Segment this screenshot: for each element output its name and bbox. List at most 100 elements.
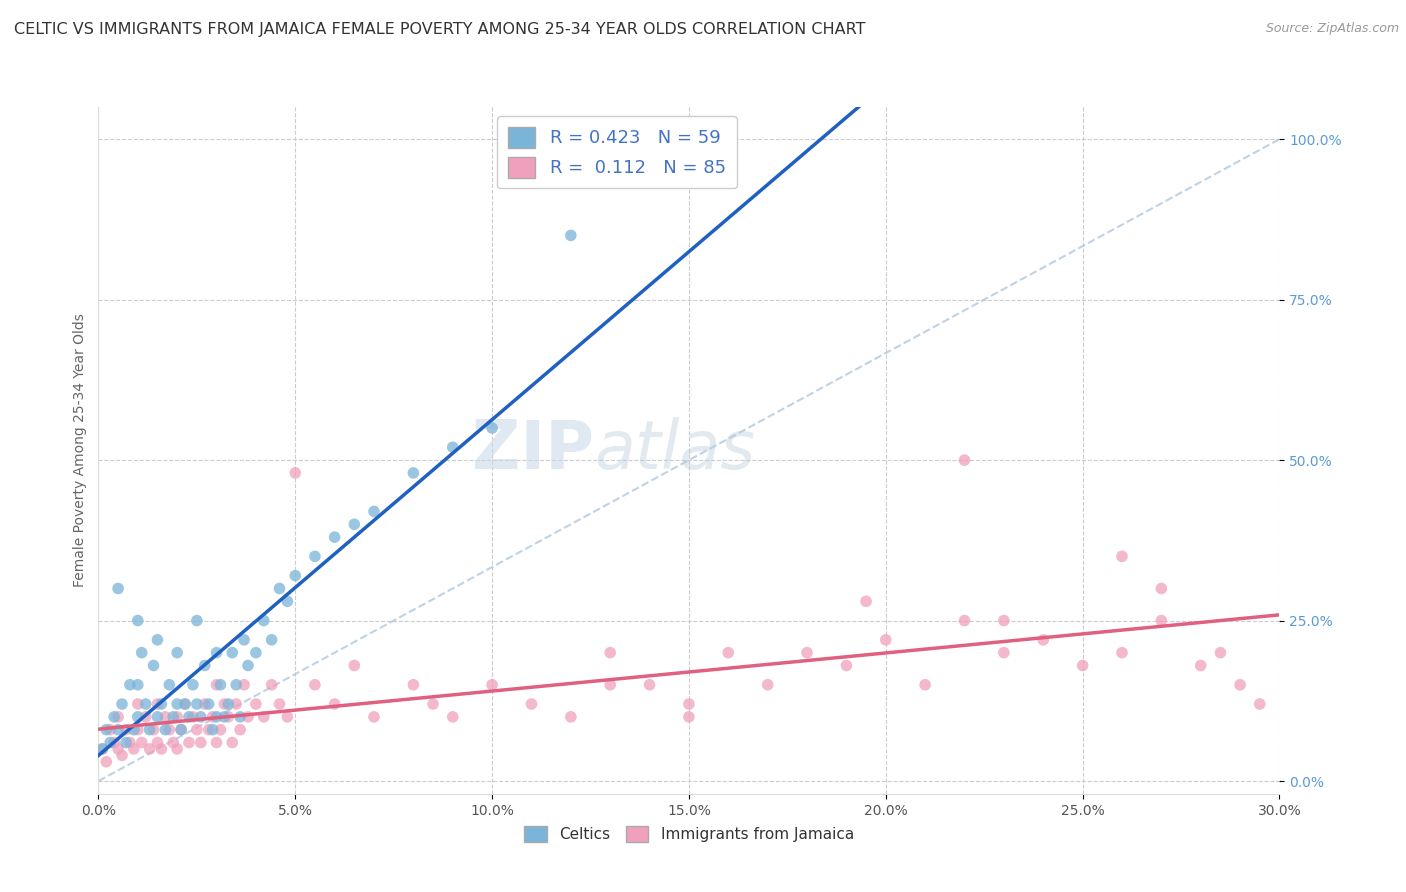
Point [91,742,114,756]
Point [221,735,243,749]
Point [1032,632,1054,647]
Point [1150,614,1173,628]
Point [1071,658,1094,673]
Point [599,678,621,692]
Point [441,710,464,724]
Point [162,710,184,724]
Point [217,697,239,711]
Point [481,678,503,692]
Point [197,697,219,711]
Point [236,710,259,724]
Point [190,735,212,749]
Point [194,697,217,711]
Point [209,723,232,737]
Point [260,632,283,647]
Point [217,710,239,724]
Point [190,710,212,724]
Point [363,504,385,518]
Point [131,646,153,660]
Point [229,723,252,737]
Point [343,658,366,673]
Point [1229,678,1251,692]
Point [284,568,307,582]
Point [177,710,200,724]
Point [1111,549,1133,564]
Point [146,697,169,711]
Point [717,646,740,660]
Text: Source: ZipAtlas.com: Source: ZipAtlas.com [1265,22,1399,36]
Point [599,646,621,660]
Point [166,742,188,756]
Point [520,697,543,711]
Point [205,646,228,660]
Point [953,614,976,628]
Point [855,594,877,608]
Point [186,697,208,711]
Point [209,678,232,692]
Point [678,710,700,724]
Text: CELTIC VS IMMIGRANTS FROM JAMAICA FEMALE POVERTY AMONG 25-34 YEAR OLDS CORRELATI: CELTIC VS IMMIGRANTS FROM JAMAICA FEMALE… [14,22,866,37]
Point [127,614,149,628]
Point [756,678,779,692]
Point [98,735,121,749]
Point [181,710,204,724]
Point [304,678,326,692]
Point [214,710,236,724]
Point [127,710,149,724]
Point [269,582,291,596]
Point [138,742,160,756]
Point [107,710,129,724]
Point [245,697,267,711]
Point [1111,646,1133,660]
Point [481,421,503,435]
Point [225,697,247,711]
Point [678,697,700,711]
Point [91,742,114,756]
Point [304,549,326,564]
Point [835,658,858,673]
Point [115,735,138,749]
Point [236,658,259,673]
Point [157,723,180,737]
Point [1209,646,1232,660]
Point [205,678,228,692]
Point [118,735,141,749]
Point [174,697,197,711]
Point [135,710,157,724]
Point [197,723,219,737]
Point [150,742,173,756]
Point [233,632,256,647]
Point [253,614,276,628]
Point [194,658,217,673]
Point [150,697,173,711]
Point [638,678,661,692]
Point [107,723,129,737]
Point [201,710,224,724]
Point [323,697,346,711]
Text: atlas: atlas [595,417,755,483]
Point [402,466,425,480]
Point [174,697,197,711]
Point [166,646,188,660]
Point [166,697,188,711]
Point [107,742,129,756]
Point [146,632,169,647]
Point [127,697,149,711]
Point [122,723,145,737]
Point [205,710,228,724]
Point [186,723,208,737]
Point [96,755,118,769]
Point [796,646,818,660]
Point [177,735,200,749]
Point [914,678,936,692]
Point [170,723,193,737]
Point [560,710,582,724]
Point [221,646,243,660]
Point [269,697,291,711]
Point [233,678,256,692]
Point [402,678,425,692]
Point [155,710,177,724]
Point [155,723,177,737]
Point [441,440,464,454]
Legend: Celtics, Immigrants from Jamaica: Celtics, Immigrants from Jamaica [517,820,860,848]
